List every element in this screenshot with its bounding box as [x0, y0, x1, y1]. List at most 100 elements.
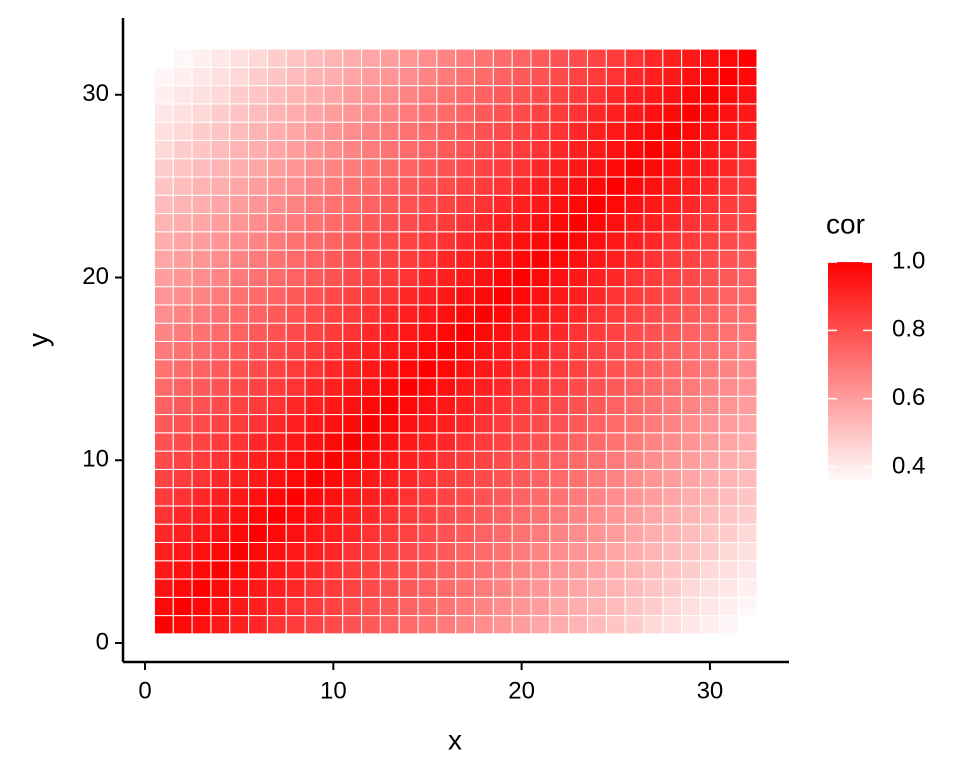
tile — [511, 304, 532, 324]
tile — [587, 158, 607, 178]
tile — [605, 231, 626, 251]
tile — [191, 322, 212, 342]
tile — [662, 578, 683, 598]
tile — [492, 450, 513, 470]
tile — [285, 103, 306, 123]
tile — [568, 103, 589, 123]
tile — [285, 286, 306, 306]
tile — [700, 578, 720, 598]
tile — [417, 541, 438, 562]
tile — [210, 340, 231, 361]
tile — [436, 523, 457, 543]
tile — [304, 359, 325, 379]
tile — [304, 377, 325, 397]
tile — [511, 505, 532, 525]
tile — [191, 505, 212, 525]
tile — [681, 231, 702, 251]
tile — [153, 414, 174, 434]
tile — [737, 158, 758, 178]
tile — [587, 249, 607, 269]
tile — [398, 322, 419, 342]
tile — [172, 213, 193, 233]
tile — [398, 432, 419, 452]
tile — [398, 103, 419, 123]
tile — [587, 322, 607, 342]
tile — [266, 615, 287, 635]
tile — [605, 48, 626, 68]
tile — [662, 194, 683, 215]
tile — [624, 395, 645, 416]
tile — [229, 377, 250, 397]
tile — [700, 523, 720, 543]
tile — [568, 304, 589, 324]
tile — [549, 523, 570, 543]
tile — [172, 414, 193, 434]
tile — [191, 286, 212, 306]
tile — [323, 487, 344, 507]
tile — [436, 596, 457, 617]
tile — [436, 213, 457, 233]
tile — [492, 231, 513, 251]
tile — [304, 286, 325, 306]
tile — [229, 66, 250, 87]
tile — [266, 450, 287, 470]
tile — [530, 377, 551, 397]
tile — [530, 139, 551, 160]
tile — [229, 432, 250, 452]
tile — [229, 450, 250, 470]
tile — [361, 103, 381, 123]
tile — [304, 596, 325, 617]
tile — [474, 359, 494, 379]
tile — [379, 468, 400, 489]
tile — [455, 377, 476, 397]
tile — [191, 194, 212, 215]
tile — [643, 505, 664, 525]
tile — [379, 286, 400, 306]
tile — [662, 541, 683, 562]
tile — [398, 194, 419, 215]
tile — [700, 505, 720, 525]
tile — [474, 176, 494, 196]
tile — [210, 578, 231, 598]
tile — [455, 194, 476, 215]
tile — [643, 121, 664, 141]
tile — [662, 414, 683, 434]
tile — [417, 377, 438, 397]
tile — [379, 560, 400, 580]
tile — [436, 615, 457, 635]
tile — [549, 505, 570, 525]
tile — [549, 158, 570, 178]
tile — [681, 158, 702, 178]
tile — [474, 560, 494, 580]
tile — [605, 395, 626, 416]
tile — [737, 615, 758, 635]
tile — [568, 523, 589, 543]
tile — [361, 578, 381, 598]
tile — [342, 176, 363, 196]
tile — [342, 103, 363, 123]
tile — [285, 560, 306, 580]
tile — [210, 414, 231, 434]
tile — [568, 414, 589, 434]
tile — [530, 340, 551, 361]
tile — [511, 468, 532, 489]
tile — [153, 468, 174, 489]
tile — [266, 139, 287, 160]
tile — [323, 560, 344, 580]
tile — [153, 322, 174, 342]
tile — [530, 194, 551, 215]
tile — [605, 560, 626, 580]
tile — [248, 249, 268, 269]
tile — [323, 121, 344, 141]
tile — [285, 322, 306, 342]
tile — [643, 432, 664, 452]
tile — [248, 48, 268, 68]
tile — [492, 596, 513, 617]
tile — [474, 450, 494, 470]
tile — [266, 505, 287, 525]
tile — [718, 322, 739, 342]
tile — [436, 85, 457, 105]
tile — [511, 213, 532, 233]
tile — [248, 505, 268, 525]
tile — [737, 523, 758, 543]
